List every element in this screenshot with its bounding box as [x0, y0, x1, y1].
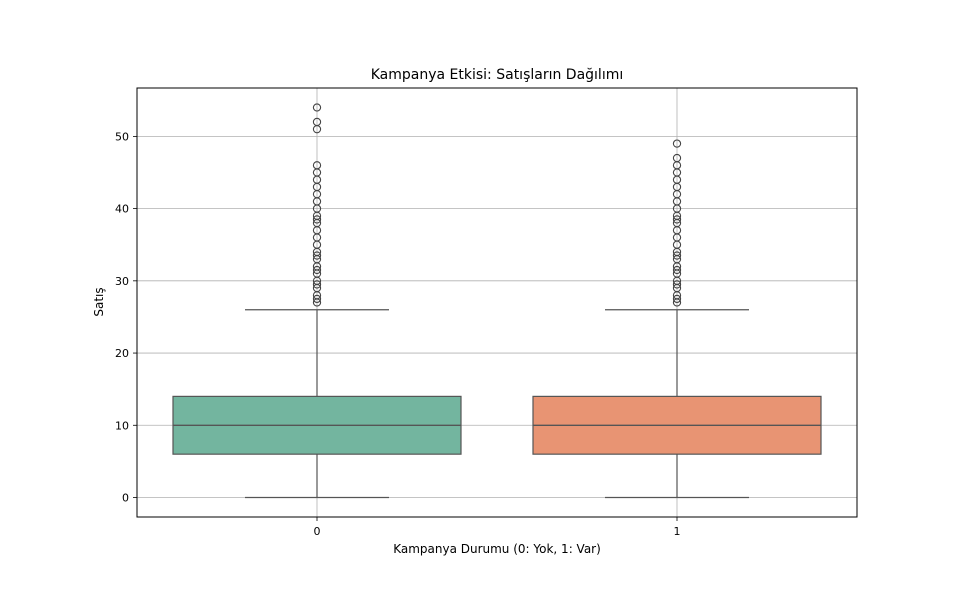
outlier-point — [672, 139, 682, 148]
y-axis-label: Satış — [92, 287, 106, 316]
y-tick-label: 10 — [115, 419, 129, 432]
outlier-point — [312, 117, 322, 127]
outlier-point — [672, 265, 682, 275]
x-axis-label: Kampanya Durumu (0: Yok, 1: Var) — [393, 542, 601, 556]
outlier-point — [672, 251, 682, 260]
outlier-point — [312, 215, 322, 224]
outlier-point — [312, 280, 322, 289]
box-layer — [172, 103, 822, 499]
y-tick-label: 50 — [115, 130, 129, 143]
axis-layer: 0 10 20 30 40 50 0 1 — [115, 130, 681, 538]
y-tick-label: 40 — [115, 203, 129, 216]
x-tick-label: 1 — [674, 525, 681, 538]
outlier-point — [312, 251, 322, 260]
outlier-point — [672, 153, 682, 163]
y-tick-label: 0 — [122, 492, 129, 505]
box-group-0 — [172, 103, 462, 499]
y-tick-label: 30 — [115, 275, 129, 288]
outlier-point — [672, 294, 682, 304]
box-group-1 — [532, 139, 822, 499]
outlier-point — [672, 280, 682, 289]
y-tick-label: 20 — [115, 347, 129, 360]
outlier-point — [312, 103, 322, 112]
outlier-point — [312, 161, 322, 170]
outlier-point — [672, 215, 682, 224]
x-tick-label: 0 — [314, 525, 321, 538]
outlier-point — [312, 294, 322, 304]
outlier-point — [312, 265, 322, 275]
plot-frame — [136, 87, 858, 518]
chart-title: Kampanya Etkisi: Satışların Dağılımı — [371, 67, 624, 83]
